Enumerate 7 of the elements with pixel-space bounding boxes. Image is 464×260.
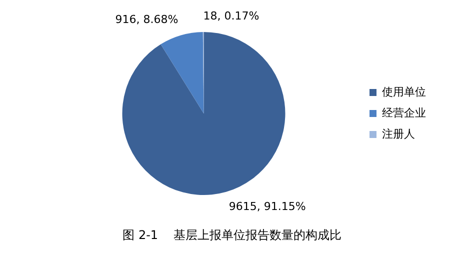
data-label: 18, 0.17% [203, 9, 260, 22]
legend-label: 注册人 [382, 127, 415, 140]
caption: 图 2-1 基层上报单位报告数量的构成比 [122, 227, 342, 244]
data-label: 9615, 91.15% [228, 200, 306, 213]
legend-label: 使用单位 [382, 85, 426, 98]
legend-label: 经营企业 [382, 106, 426, 120]
data-label: 916, 8.68% [115, 13, 178, 26]
